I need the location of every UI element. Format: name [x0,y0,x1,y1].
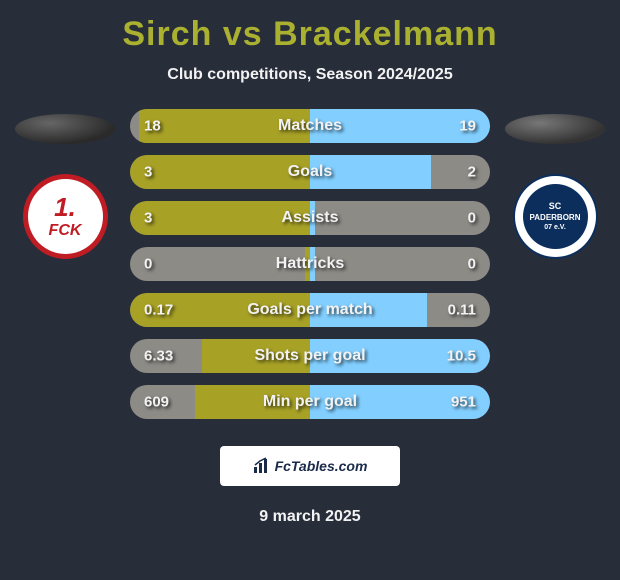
main-row: 1. FCK 18 19 Matches 3 2 Goals 3 0 Assists 0 0 Hatt… [10,109,610,431]
stat-right-value: 0.11 [448,302,476,319]
team-right-line1: SC [530,201,581,213]
team-left-abbrev-top: 1. [54,192,76,222]
stat-left-value: 3 [144,210,152,227]
subtitle: Club competitions, Season 2024/2025 [10,66,610,84]
stat-right-value: 0 [468,210,476,227]
brand-chart-icon [253,457,271,475]
stat-right-value: 2 [468,164,476,181]
stat-label: Hattricks [276,255,344,273]
team-left-crest-inner: 1. FCK [28,179,103,254]
stat-row: 0 0 Hattricks [130,247,490,281]
stat-row: 609 951 Min per goal [130,385,490,419]
bar-right-half [310,155,490,189]
stat-left-value: 609 [144,394,169,411]
stat-row: 3 2 Goals [130,155,490,189]
date-line: 9 march 2025 [10,508,610,526]
team-right-line2: PADERBORN [530,213,581,223]
stat-label: Goals [288,163,332,181]
stat-label: Goals per match [247,301,372,319]
comparison-card: Sirch vs Brackelmann Club competitions, … [0,0,620,580]
stat-row: 18 19 Matches [130,109,490,143]
player-right-silhouette [505,114,605,144]
bar-left-half [130,155,310,189]
stats-column: 18 19 Matches 3 2 Goals 3 0 Assists 0 0 Hattricks 0.… [120,109,500,431]
stat-label: Min per goal [263,393,357,411]
stat-left-value: 0.17 [144,302,173,319]
team-right-crest-inner: SC PADERBORN 07 e.V. [523,184,588,249]
right-column: SC PADERBORN 07 e.V. [500,109,610,259]
stat-row: 6.33 10.5 Shots per goal [130,339,490,373]
stat-right-value: 10.5 [447,348,476,365]
stat-right-value: 19 [459,118,476,135]
stat-row: 0.17 0.11 Goals per match [130,293,490,327]
stat-right-value: 951 [451,394,476,411]
stat-label: Matches [278,117,342,135]
brand-text: FcTables.com [275,458,368,474]
stat-left-value: 3 [144,164,152,181]
bar-left-fill [130,155,310,189]
stat-label: Assists [282,209,339,227]
player-left-silhouette [15,114,115,144]
stat-row: 3 0 Assists [130,201,490,235]
brand-badge[interactable]: FcTables.com [220,446,400,486]
team-right-crest: SC PADERBORN 07 e.V. [513,174,598,259]
page-title: Sirch vs Brackelmann [10,15,610,54]
stat-label: Shots per goal [254,347,365,365]
left-column: 1. FCK [10,109,120,259]
stat-left-value: 6.33 [144,348,173,365]
team-left-crest: 1. FCK [23,174,108,259]
stat-left-value: 18 [144,118,161,135]
stat-left-value: 0 [144,256,152,273]
team-left-abbrev-mid: FCK [49,222,82,239]
stat-right-value: 0 [468,256,476,273]
team-right-line3: 07 e.V. [530,223,581,232]
